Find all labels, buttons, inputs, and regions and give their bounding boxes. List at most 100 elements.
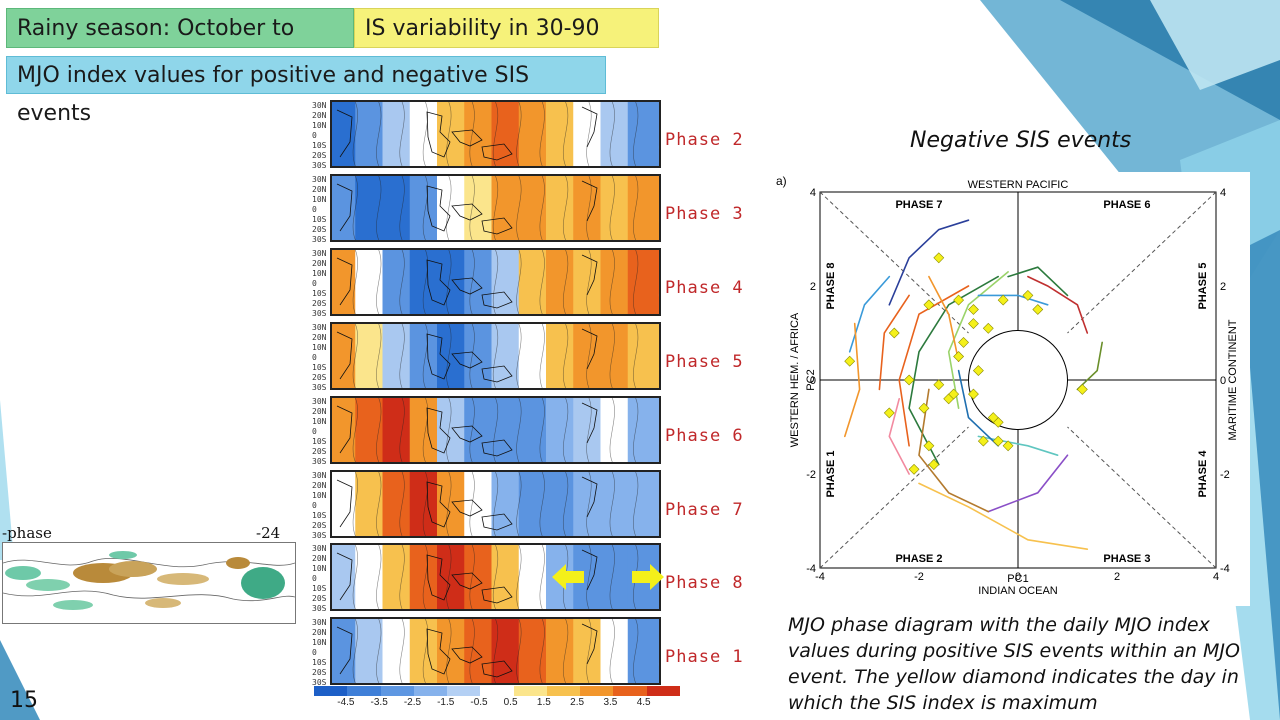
index-track (898, 285, 970, 447)
y-tick-label: 4 (810, 187, 816, 199)
index-track (848, 275, 891, 353)
phase-3-label: PHASE 3 (1103, 553, 1150, 565)
phase-label: Phase 6 (665, 426, 744, 446)
phase-map-8 (330, 617, 661, 685)
lat-label: 10S (312, 215, 327, 224)
max-sis-diamond (933, 379, 945, 391)
lat-label: 30N (312, 175, 327, 184)
max-sis-diamond (883, 407, 895, 419)
max-sis-diamond (923, 440, 935, 452)
index-track (878, 294, 910, 391)
index-track (1007, 266, 1069, 297)
colorbar-tick: -3.5 (370, 697, 388, 708)
lat-label: 10S (312, 584, 327, 593)
colorbar-tick: 2.5 (570, 697, 585, 708)
lat-label: 30N (312, 323, 327, 332)
diagonal (819, 191, 969, 334)
lat-label: 10N (312, 121, 327, 130)
phase-4-label: PHASE 4 (1197, 450, 1209, 498)
y-tick-label-right: 4 (1220, 187, 1226, 199)
lat-label: 30S (312, 235, 327, 244)
small-map-right-label: -24 (256, 524, 281, 542)
lat-label: 0 (312, 501, 317, 510)
max-sis-diamond (1032, 304, 1044, 315)
max-sis-diamond (977, 435, 989, 447)
pc1-label: PC1 (1007, 573, 1028, 585)
lat-label: 0 (312, 574, 317, 583)
max-sis-diamond (1022, 289, 1034, 301)
lat-label: 20S (312, 594, 327, 603)
max-sis-diamond (923, 299, 935, 311)
index-track (977, 294, 1049, 306)
lat-label: 20N (312, 259, 327, 268)
pc2-label: PC2 (805, 369, 817, 390)
phase-label: Phase 1 (665, 647, 744, 667)
phase-6-label: PHASE 6 (1103, 199, 1150, 211)
max-sis-diamond (992, 435, 1004, 447)
lat-label: 20S (312, 299, 327, 308)
x-tick-label: -2 (914, 571, 924, 583)
right-label: MARITIME CONTINENT (1227, 319, 1239, 440)
diagonal (1067, 426, 1217, 569)
mjo-phase-diagram: a) WESTERN PACIFIC PC1 INDIAN OCEAN WESTERN … (770, 172, 1250, 606)
lat-label: 0 (312, 131, 317, 140)
lat-label: 10S (312, 511, 327, 520)
lat-label: 10S (312, 363, 327, 372)
max-sis-diamond (888, 327, 900, 339)
lat-label: 30N (312, 544, 327, 553)
index-track (957, 369, 999, 447)
max-sis-diamond (953, 294, 965, 306)
lat-label: 30S (312, 383, 327, 392)
index-track (888, 398, 910, 475)
colorbar-swatch (347, 686, 381, 696)
top-label: WESTERN PACIFIC (968, 179, 1069, 191)
colorbar-swatch (613, 686, 647, 696)
colorbar-swatch (380, 686, 414, 696)
colorbar (314, 686, 680, 696)
lat-label: 10S (312, 658, 327, 667)
max-sis-diamond (982, 322, 994, 334)
index-track (947, 271, 1009, 409)
lat-label: 20N (312, 628, 327, 637)
colorbar-tick: 0.5 (503, 697, 518, 708)
lat-label: 20N (312, 407, 327, 416)
colorbar-swatch (314, 686, 348, 696)
lat-label: 0 (312, 279, 317, 288)
colorbar-tick: -4.5 (337, 697, 355, 708)
lat-label: 20S (312, 151, 327, 160)
phase-map-3 (330, 248, 661, 316)
max-sis-diamond (1002, 440, 1014, 452)
mjo-index-tag: MJO index values for positive and negati… (6, 56, 606, 126)
max-sis-diamond (968, 304, 979, 315)
lat-label: 30N (312, 249, 327, 258)
diagonal (819, 426, 969, 569)
lat-label: 10N (312, 269, 327, 278)
index-track (928, 275, 960, 362)
lat-label: 30N (312, 101, 327, 110)
y-tick-label: -4 (806, 563, 816, 575)
colorbar-tick: 3.5 (603, 697, 618, 708)
index-track (987, 454, 1069, 513)
lat-label: 30S (312, 457, 327, 466)
lat-label: 30N (312, 618, 327, 627)
lat-label: 10S (312, 141, 327, 150)
colorbar-tick: 4.5 (636, 697, 651, 708)
variability-tag: IS variability in 30-90 days (354, 8, 659, 81)
lat-label: 20N (312, 185, 327, 194)
colorbar-swatch (447, 686, 481, 696)
y-tick-label-right: 2 (1220, 281, 1226, 293)
lat-label: 30S (312, 678, 327, 687)
phase-2-label: PHASE 2 (895, 553, 942, 565)
y-tick-label: 2 (810, 281, 816, 293)
lat-label: 10S (312, 289, 327, 298)
x-tick-label: 2 (1114, 571, 1120, 583)
colorbar-tick: -2.5 (403, 697, 422, 708)
left-label: WESTERN HEM. / AFRICA (789, 312, 801, 447)
phase-label: Phase 7 (665, 500, 744, 520)
lat-label: 0 (312, 427, 317, 436)
phase-label: Phase 2 (665, 130, 744, 150)
colorbar-swatch (580, 686, 614, 696)
index-track (918, 482, 1089, 550)
max-sis-diamond (972, 365, 984, 377)
colorbar-tick: -0.5 (470, 697, 488, 708)
